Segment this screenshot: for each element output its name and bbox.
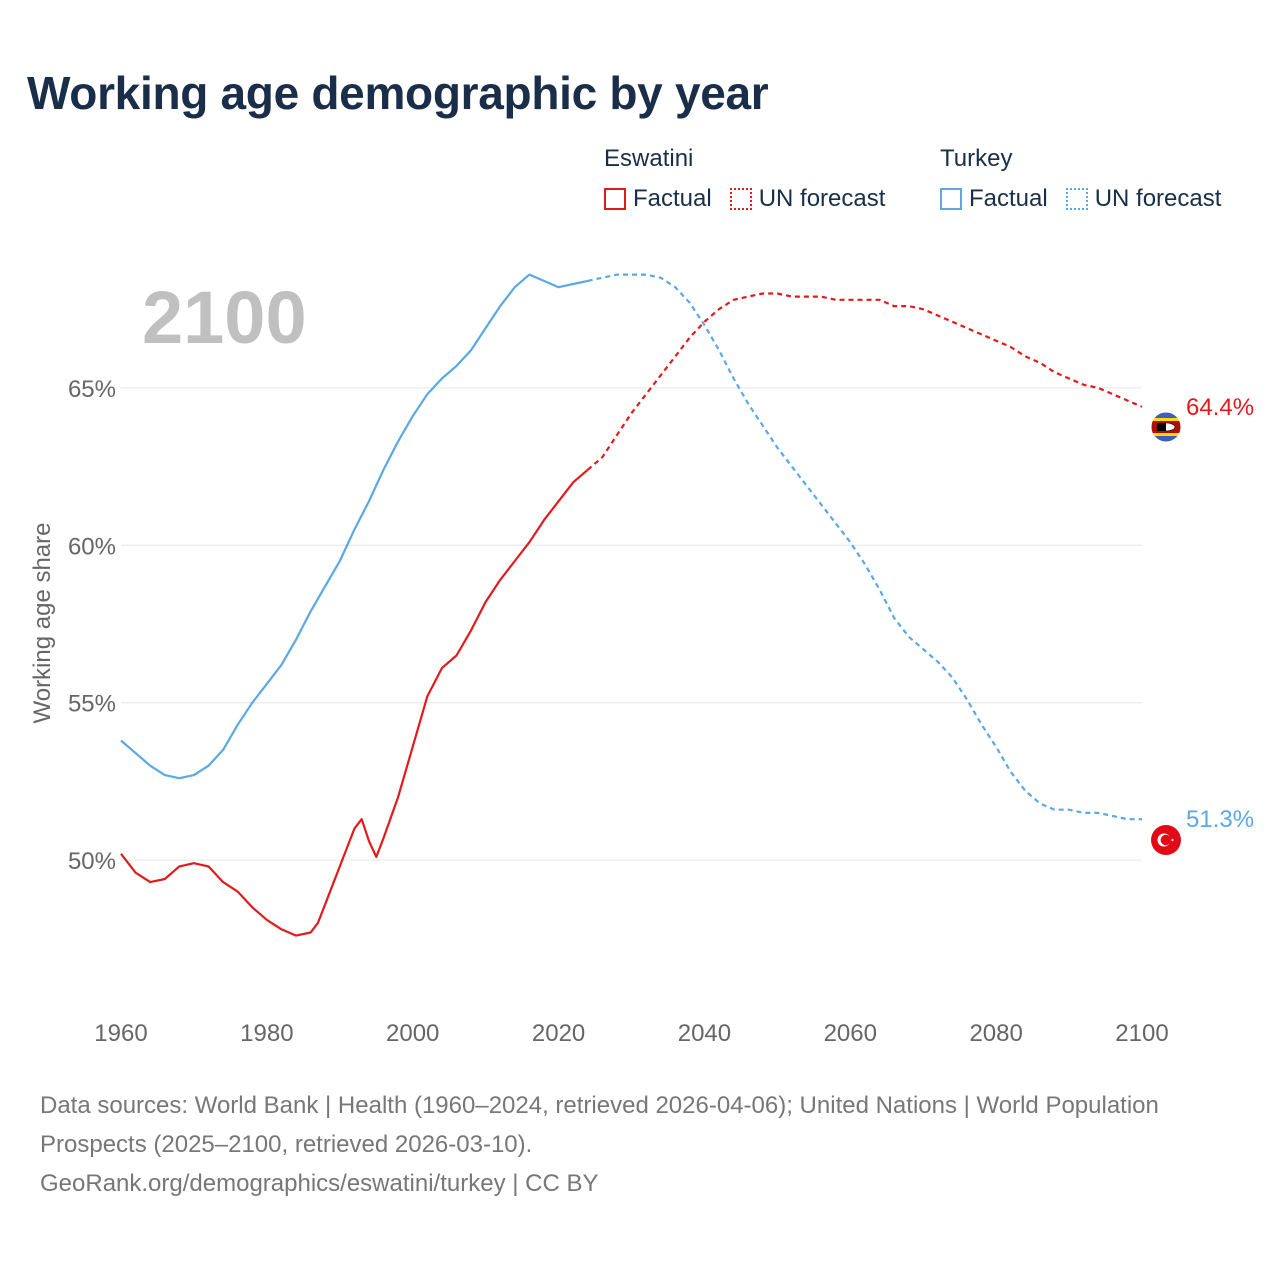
y-tick-label: 50% xyxy=(68,848,116,875)
legend-swatch-solid-icon xyxy=(604,188,626,210)
legend-item-eswatini-factual[interactable]: Factual xyxy=(604,185,712,213)
legend-label: UN forecast xyxy=(758,185,886,212)
x-tick-label: 1980 xyxy=(240,1020,293,1047)
year-label: 2100 xyxy=(142,276,307,359)
end-label-turkey: 51.3% xyxy=(1186,806,1254,833)
turkey-flag-icon xyxy=(1151,825,1181,855)
legend-group-name: Turkey xyxy=(940,145,1013,172)
footer: Data sources: World Bank | Health (1960–… xyxy=(40,1086,1160,1203)
y-tick-label: 60% xyxy=(68,533,116,560)
series-line-eswatini-forecast xyxy=(586,292,1143,471)
y-tick-label: 65% xyxy=(68,376,116,403)
legend-swatch-dotted-icon xyxy=(1065,188,1088,210)
attribution-link[interactable]: GeoRank.org/demographics/eswatini/turkey… xyxy=(40,1170,599,1197)
data-sources: Data sources: World Bank | Health (1960–… xyxy=(40,1092,1159,1158)
legend-label: Factual xyxy=(969,185,1048,212)
legend-group-turkey: Turkey Factual UN forecast xyxy=(940,143,1239,213)
legend-swatch-dotted-icon xyxy=(729,188,752,210)
legend-label: Factual xyxy=(633,185,712,212)
line-chart: 50% 55% 60% 65% 1960 1980 2000 2020 2040 2060 2080… xyxy=(29,273,1254,1047)
chart-title: Working age demographic by year xyxy=(27,67,769,119)
y-axis-label: Working age share xyxy=(29,523,56,724)
x-tick-label: 2000 xyxy=(386,1020,439,1047)
legend-label: UN forecast xyxy=(1094,185,1222,212)
x-tick-label: 1960 xyxy=(94,1020,147,1047)
x-tick-label: 2040 xyxy=(678,1020,731,1047)
legend-swatch-solid-icon xyxy=(940,188,962,210)
end-label-eswatini: 64.4% xyxy=(1186,394,1254,421)
x-tick-label: 2020 xyxy=(532,1020,585,1047)
series-line-turkey-factual xyxy=(120,273,588,780)
x-tick-label: 2080 xyxy=(969,1020,1022,1047)
legend-item-eswatini-forecast[interactable]: UN forecast xyxy=(729,185,886,213)
x-tick-label: 2100 xyxy=(1115,1020,1168,1047)
legend-group-eswatini: Eswatini Factual UN forecast xyxy=(604,143,903,213)
y-tick-label: 55% xyxy=(68,691,116,718)
series-line-turkey-forecast xyxy=(587,273,1142,821)
legend-item-turkey-forecast[interactable]: UN forecast xyxy=(1065,185,1222,213)
legend-item-turkey-factual[interactable]: Factual xyxy=(940,185,1048,213)
eswatini-flag-icon xyxy=(1150,411,1182,443)
legend-group-name: Eswatini xyxy=(604,145,694,172)
series-line-eswatini-factual xyxy=(120,468,589,937)
x-tick-label: 2060 xyxy=(824,1020,877,1047)
